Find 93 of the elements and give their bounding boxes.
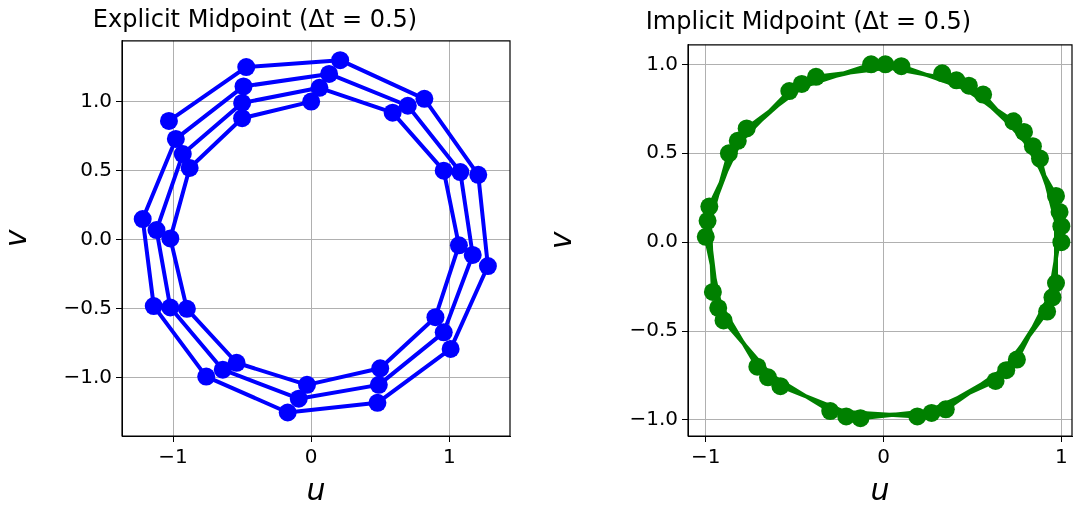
point <box>698 211 717 230</box>
point <box>237 58 256 77</box>
point <box>1007 350 1026 369</box>
point <box>737 119 756 138</box>
point <box>748 357 767 376</box>
point <box>986 371 1005 390</box>
point <box>947 71 966 90</box>
point <box>383 103 402 122</box>
point <box>1052 233 1071 252</box>
point <box>1004 112 1023 131</box>
y-tick-label: −1.0 <box>629 406 678 431</box>
point <box>331 51 350 70</box>
point <box>908 407 927 426</box>
point <box>719 144 738 163</box>
point <box>441 339 460 358</box>
point <box>234 77 253 96</box>
point <box>173 145 192 164</box>
x-tick-label: 0 <box>877 444 890 469</box>
point <box>310 78 329 97</box>
y-tick-label: 1.0 <box>80 87 112 112</box>
chart-title: Implicit Midpoint (Δt = 0.5) <box>645 6 972 35</box>
chart-title: Explicit Midpoint (Δt = 0.5) <box>92 4 418 33</box>
point <box>449 236 468 255</box>
point <box>371 359 390 378</box>
y-tick-label: −0.5 <box>629 317 678 342</box>
x-tick-label: 1 <box>442 444 456 469</box>
point <box>161 229 180 248</box>
point <box>1047 274 1065 293</box>
x-tick-label: −1 <box>691 444 721 469</box>
y-axis-title: v <box>0 228 33 248</box>
point <box>728 131 747 150</box>
point <box>368 393 387 412</box>
point <box>197 367 216 386</box>
point <box>302 92 321 111</box>
y-tick-label: 0.5 <box>646 139 678 164</box>
x-tick-label: −1 <box>158 444 188 469</box>
point <box>714 311 733 330</box>
point <box>974 85 993 104</box>
x-axis-title: u <box>306 471 326 507</box>
point <box>997 361 1016 380</box>
point <box>1047 186 1065 205</box>
point <box>451 163 470 182</box>
point <box>821 402 840 421</box>
y-tick-label: 0.0 <box>80 225 112 250</box>
point <box>478 257 497 276</box>
point <box>771 377 790 396</box>
y-tick-label: 0.0 <box>646 228 678 253</box>
point <box>133 210 152 229</box>
point <box>369 375 388 394</box>
point <box>233 109 252 128</box>
point <box>177 299 196 318</box>
point <box>892 57 911 76</box>
point <box>807 67 825 86</box>
point <box>936 400 955 419</box>
point <box>1023 137 1042 156</box>
point <box>227 353 246 372</box>
y-tick-label: 1.0 <box>646 50 678 75</box>
y-tick-label: −1.0 <box>63 364 112 389</box>
x-axis-title: u <box>870 471 890 507</box>
point <box>147 221 166 240</box>
point <box>1050 202 1069 221</box>
point <box>434 161 453 180</box>
point <box>862 55 881 74</box>
point <box>703 282 722 301</box>
point <box>161 298 180 317</box>
point <box>289 389 308 408</box>
point <box>1015 122 1033 141</box>
x-tick-label: 1 <box>1054 444 1068 469</box>
point <box>426 308 445 327</box>
x-tick-label: 0 <box>304 444 318 469</box>
point <box>213 360 232 379</box>
y-axis-title: v <box>542 230 578 250</box>
point <box>463 245 482 264</box>
point <box>398 96 417 115</box>
point <box>851 409 870 428</box>
point <box>159 111 178 130</box>
point <box>696 227 715 246</box>
point <box>759 368 777 387</box>
point <box>933 64 952 83</box>
y-tick-label: −0.5 <box>63 295 112 320</box>
point <box>434 323 453 342</box>
point <box>166 129 185 148</box>
point <box>1038 302 1057 321</box>
point <box>320 64 339 83</box>
point <box>469 165 488 184</box>
point <box>278 403 297 422</box>
point <box>780 82 799 101</box>
point <box>233 93 252 112</box>
point <box>298 375 317 394</box>
point <box>415 89 434 108</box>
point <box>180 158 199 177</box>
y-tick-label: 0.5 <box>80 156 112 181</box>
point <box>144 297 163 316</box>
